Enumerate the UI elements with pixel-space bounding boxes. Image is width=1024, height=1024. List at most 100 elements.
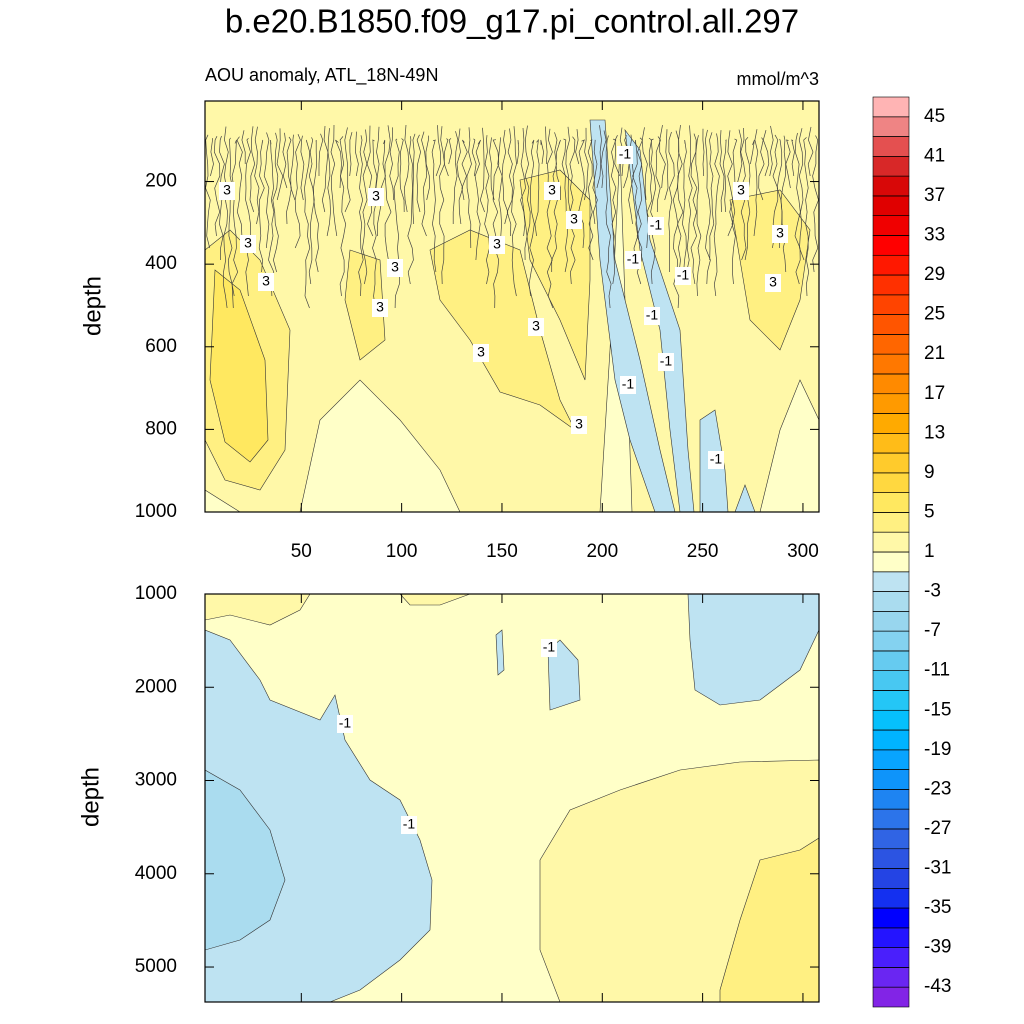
colorbar-box bbox=[872, 254, 910, 276]
x-tick-label: 300 bbox=[787, 541, 819, 562]
contour-line bbox=[399, 138, 405, 213]
contour-line bbox=[290, 134, 296, 201]
contour-line bbox=[416, 134, 421, 213]
colorbar-box bbox=[872, 175, 910, 197]
contour-line bbox=[664, 129, 669, 201]
colorbar-label: -27 bbox=[924, 818, 951, 839]
subtitle-left: AOU anomaly, ATL_18N-49N bbox=[205, 65, 438, 86]
contour-label-bg bbox=[648, 217, 664, 235]
colorbar-box bbox=[872, 215, 910, 236]
contour-line bbox=[569, 136, 576, 285]
contour-label: 3 bbox=[262, 273, 270, 289]
colorbar-label: -39 bbox=[924, 937, 951, 958]
contour-label: 3 bbox=[376, 299, 384, 315]
y-tick-label: 4000 bbox=[135, 863, 177, 884]
colorbar-box bbox=[872, 571, 910, 592]
contour-label-bg bbox=[258, 273, 274, 291]
contour-line bbox=[709, 132, 715, 261]
contour-line bbox=[807, 126, 814, 177]
contour-line bbox=[753, 129, 759, 237]
colorbar-label: 5 bbox=[924, 501, 935, 522]
contour-line bbox=[366, 125, 374, 237]
y-tick-label: 400 bbox=[145, 253, 177, 274]
contour-line bbox=[439, 126, 445, 285]
contour-line bbox=[600, 130, 607, 189]
contour-line bbox=[596, 125, 602, 189]
contour-line bbox=[349, 132, 353, 177]
contour-line bbox=[497, 137, 503, 249]
colorbar-box bbox=[872, 96, 910, 118]
colorbar-box bbox=[872, 531, 910, 553]
contour-line bbox=[435, 125, 441, 177]
contour-line bbox=[650, 138, 657, 285]
colorbar-box bbox=[872, 670, 910, 691]
contour-label-bg bbox=[617, 146, 633, 164]
colorbar-box bbox=[872, 373, 910, 395]
contour-fill bbox=[759, 379, 819, 512]
contour-line bbox=[719, 130, 725, 213]
contour-line bbox=[421, 131, 428, 237]
contour-label-bg bbox=[489, 236, 505, 254]
contour-label: -1 bbox=[622, 376, 635, 392]
colorbar-label: 21 bbox=[924, 343, 945, 364]
contour-line bbox=[474, 139, 481, 261]
colorbar-label: 9 bbox=[924, 462, 935, 483]
contour-label-bg bbox=[765, 274, 781, 292]
contour-line bbox=[372, 139, 378, 309]
contour-line bbox=[241, 130, 246, 164]
contour-label: -1 bbox=[543, 639, 556, 655]
contour-line bbox=[520, 127, 526, 237]
contour-line bbox=[555, 139, 561, 201]
contour-line bbox=[355, 131, 359, 177]
contour-label: 3 bbox=[372, 188, 380, 204]
contour-label: -1 bbox=[619, 146, 632, 162]
colorbar-label: -19 bbox=[924, 739, 951, 760]
colorbar-box bbox=[872, 868, 910, 889]
contour-label: -1 bbox=[710, 451, 723, 467]
contour-line bbox=[727, 130, 734, 237]
contour-line bbox=[425, 135, 430, 201]
contour-label: 3 bbox=[737, 182, 745, 198]
contour-fill bbox=[495, 629, 505, 676]
contour-line bbox=[578, 139, 585, 249]
contour-line bbox=[254, 126, 260, 225]
contour-line bbox=[702, 128, 705, 177]
colorbar-box bbox=[872, 551, 910, 573]
colorbar-box bbox=[872, 294, 910, 315]
contour-line bbox=[272, 132, 279, 273]
contour-label-bg bbox=[708, 451, 724, 469]
colorbar-box bbox=[872, 314, 910, 335]
contour-label: -1 bbox=[646, 307, 659, 323]
colorbar-box bbox=[872, 353, 910, 375]
contour-line bbox=[403, 124, 410, 213]
y-axis-label: depth bbox=[77, 767, 104, 827]
contour-label-bg bbox=[658, 353, 674, 371]
contour-fill bbox=[299, 379, 461, 512]
contour-fill bbox=[399, 594, 471, 606]
contour-line bbox=[785, 139, 791, 189]
contour-label: 3 bbox=[532, 318, 540, 334]
colorbar-box bbox=[872, 927, 910, 948]
colorbar-label: 1 bbox=[924, 541, 935, 562]
contour-line bbox=[628, 134, 634, 225]
contour-line bbox=[516, 139, 520, 165]
colorbar-label: 37 bbox=[924, 185, 945, 206]
contour-label: 3 bbox=[776, 225, 784, 241]
contour-line bbox=[412, 133, 416, 225]
contour-line bbox=[308, 137, 315, 285]
contour-label: 3 bbox=[493, 236, 501, 252]
contour-label: 3 bbox=[575, 416, 583, 432]
colorbar-box bbox=[872, 116, 910, 137]
contour-line bbox=[362, 129, 368, 285]
contour-line bbox=[722, 139, 727, 213]
contour-line bbox=[584, 127, 589, 201]
colorbar-label: -35 bbox=[924, 897, 951, 918]
plot-frame bbox=[204, 100, 820, 513]
colorbar-label: 33 bbox=[924, 224, 945, 245]
colorbar-box bbox=[872, 334, 910, 355]
colorbar-box bbox=[872, 749, 910, 770]
contour-line bbox=[313, 139, 319, 273]
contour-line bbox=[632, 139, 639, 261]
contour-line bbox=[682, 139, 687, 273]
contour-line bbox=[695, 135, 702, 297]
